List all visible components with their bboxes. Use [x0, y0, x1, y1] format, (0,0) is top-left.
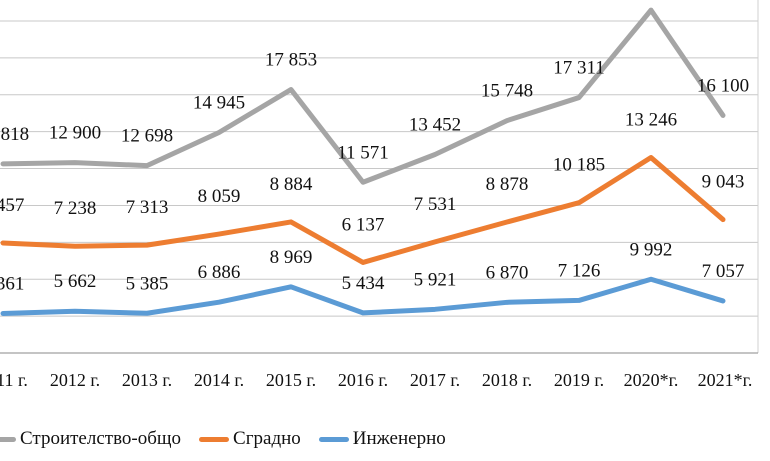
data-label: 5 385: [126, 273, 169, 294]
legend-swatch: [199, 436, 230, 442]
data-label: 6 137: [342, 214, 385, 235]
data-label: 8 884: [270, 174, 313, 195]
legend-swatch: [318, 436, 349, 442]
x-tick-label: 2014 г.: [194, 370, 244, 390]
data-label: 13 452: [409, 115, 461, 136]
legend-label: Инженерно: [352, 428, 446, 449]
gridlines: [0, 20, 758, 354]
data-label: 7 057: [702, 261, 745, 282]
data-label: 9 992: [630, 239, 673, 260]
legend-label: Строителство-общо: [20, 428, 182, 449]
x-tick-label: 2016 г.: [338, 370, 388, 390]
data-label: 7 457: [0, 195, 24, 216]
data-label: 8 059: [198, 186, 241, 207]
data-label: 6 886: [198, 262, 241, 283]
data-label: 5 434: [342, 273, 385, 294]
data-label: 15 748: [481, 81, 533, 102]
data-label: 6 870: [486, 262, 529, 283]
data-labels: 12 818 12 900 12 698 14 945 17 853 11 571 13 4…: [0, 50, 749, 295]
data-label: 17 853: [265, 50, 317, 71]
data-label: 9 043: [702, 172, 745, 193]
x-tick-label: 2013 г.: [122, 370, 172, 390]
data-label: 14 945: [193, 92, 245, 113]
data-label: 16 100: [697, 75, 749, 96]
data-label: 7 313: [126, 197, 169, 218]
data-label: 8 878: [486, 174, 529, 195]
data-label: 7 531: [414, 194, 457, 215]
series-lines: [0, 7, 726, 316]
x-tick-label: 2021*г.: [698, 370, 753, 390]
series-line-2: [0, 155, 726, 265]
x-tick-label: 2011 г.: [0, 370, 28, 390]
data-label: 17 311: [553, 58, 605, 79]
x-tick-label: 2020*г.: [624, 370, 679, 390]
x-axis-ticks: 2011 г. 2012 г. 2013 г. 2014 г. 2015 г. 2016 …: [0, 352, 758, 390]
legend-item: Сградно: [199, 428, 301, 450]
data-label: 12 818: [0, 124, 29, 145]
data-label: 13 246: [625, 110, 677, 131]
legend: Строителство-общо Сградно Инженерно: [0, 428, 464, 450]
data-label: 7 238: [54, 198, 97, 219]
data-label: 12 698: [121, 126, 173, 147]
data-label: 10 185: [553, 155, 605, 176]
legend-item: Инженерно: [318, 428, 446, 450]
data-label: 11 571: [337, 142, 389, 163]
data-label: 7 126: [558, 260, 601, 281]
data-label: 8 969: [270, 247, 313, 268]
legend-item: Строителство-общо: [0, 428, 181, 450]
series-line-3: [0, 276, 726, 316]
x-tick-label: 2015 г.: [266, 370, 316, 390]
x-tick-label: 2017 г.: [410, 370, 460, 390]
data-label: 5 662: [54, 271, 97, 292]
data-label: 5 921: [414, 269, 457, 290]
x-tick-label: 2019 г.: [554, 370, 604, 390]
data-label: 12 900: [49, 123, 101, 144]
x-tick-label: 2012 г.: [50, 370, 100, 390]
series-line-1: [0, 7, 726, 185]
legend-swatch: [0, 436, 16, 442]
data-label: 5 361: [0, 273, 24, 294]
legend-label: Сградно: [233, 428, 301, 449]
x-tick-label: 2018 г.: [482, 370, 532, 390]
